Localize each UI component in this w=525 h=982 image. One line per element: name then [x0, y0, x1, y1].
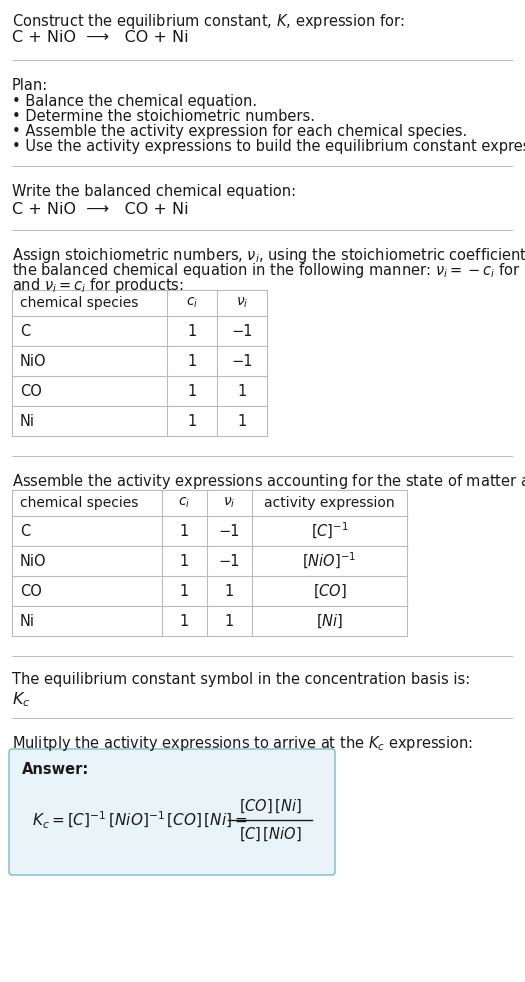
Text: NiO: NiO [20, 354, 47, 368]
Text: • Determine the stoichiometric numbers.: • Determine the stoichiometric numbers. [12, 109, 315, 124]
Text: $\nu_i$: $\nu_i$ [223, 496, 236, 511]
Text: −1: −1 [219, 554, 240, 569]
Text: and $\nu_i = c_i$ for products:: and $\nu_i = c_i$ for products: [12, 276, 184, 295]
Text: $K_c$: $K_c$ [12, 690, 30, 709]
Text: 1: 1 [180, 583, 189, 598]
Text: $[Ni]$: $[Ni]$ [316, 613, 343, 629]
Text: $c_i$: $c_i$ [178, 496, 191, 511]
Text: chemical species: chemical species [20, 296, 139, 310]
Text: 1: 1 [225, 583, 234, 598]
Text: 1: 1 [187, 323, 197, 339]
Text: $[CO]\,[Ni]$: $[CO]\,[Ni]$ [239, 797, 301, 815]
Text: 1: 1 [237, 384, 247, 399]
Text: $[C]\,[NiO]$: $[C]\,[NiO]$ [239, 825, 301, 843]
Text: The equilibrium constant symbol in the concentration basis is:: The equilibrium constant symbol in the c… [12, 672, 470, 687]
Text: 1: 1 [237, 413, 247, 428]
Text: • Use the activity expressions to build the equilibrium constant expression.: • Use the activity expressions to build … [12, 139, 525, 154]
Text: Plan:: Plan: [12, 78, 48, 93]
Text: 1: 1 [180, 523, 189, 538]
Text: 1: 1 [187, 413, 197, 428]
Text: −1: −1 [219, 523, 240, 538]
Text: Construct the equilibrium constant, $K$, expression for:: Construct the equilibrium constant, $K$,… [12, 12, 405, 31]
Text: CO: CO [20, 384, 42, 399]
Text: 1: 1 [180, 554, 189, 569]
Text: Assign stoichiometric numbers, $\nu_i$, using the stoichiometric coefficients, $: Assign stoichiometric numbers, $\nu_i$, … [12, 246, 525, 265]
Text: • Balance the chemical equation.: • Balance the chemical equation. [12, 94, 257, 109]
Text: Ni: Ni [20, 413, 35, 428]
Text: 1: 1 [225, 614, 234, 628]
Text: −1: −1 [231, 323, 253, 339]
Text: CO: CO [20, 583, 42, 598]
Text: activity expression: activity expression [264, 496, 395, 510]
Text: $[NiO]^{-1}$: $[NiO]^{-1}$ [302, 551, 356, 572]
Text: Mulitply the activity expressions to arrive at the $K_c$ expression:: Mulitply the activity expressions to arr… [12, 734, 473, 753]
Text: Answer:: Answer: [22, 762, 89, 777]
Text: C + NiO  ⟶   CO + Ni: C + NiO ⟶ CO + Ni [12, 30, 188, 45]
Text: C: C [20, 523, 30, 538]
Text: NiO: NiO [20, 554, 47, 569]
Text: 1: 1 [180, 614, 189, 628]
Text: $c_i$: $c_i$ [186, 296, 198, 310]
Text: $[CO]$: $[CO]$ [312, 582, 346, 600]
Text: chemical species: chemical species [20, 496, 139, 510]
Text: −1: −1 [231, 354, 253, 368]
Text: the balanced chemical equation in the following manner: $\nu_i = -c_i$ for react: the balanced chemical equation in the fo… [12, 261, 525, 280]
Text: C + NiO  ⟶   CO + Ni: C + NiO ⟶ CO + Ni [12, 202, 188, 217]
Text: C: C [20, 323, 30, 339]
Text: 1: 1 [187, 384, 197, 399]
Text: Ni: Ni [20, 614, 35, 628]
Text: $\nu_i$: $\nu_i$ [236, 296, 248, 310]
Text: $[C]^{-1}$: $[C]^{-1}$ [311, 520, 349, 541]
Text: $K_c = [C]^{-1}\,[NiO]^{-1}\,[CO]\,[Ni] =$: $K_c = [C]^{-1}\,[NiO]^{-1}\,[CO]\,[Ni] … [32, 809, 247, 831]
Text: • Assemble the activity expression for each chemical species.: • Assemble the activity expression for e… [12, 124, 467, 139]
Text: Assemble the activity expressions accounting for the state of matter and $\nu_i$: Assemble the activity expressions accoun… [12, 472, 525, 491]
FancyBboxPatch shape [9, 749, 335, 875]
Text: Write the balanced chemical equation:: Write the balanced chemical equation: [12, 184, 296, 199]
Text: 1: 1 [187, 354, 197, 368]
